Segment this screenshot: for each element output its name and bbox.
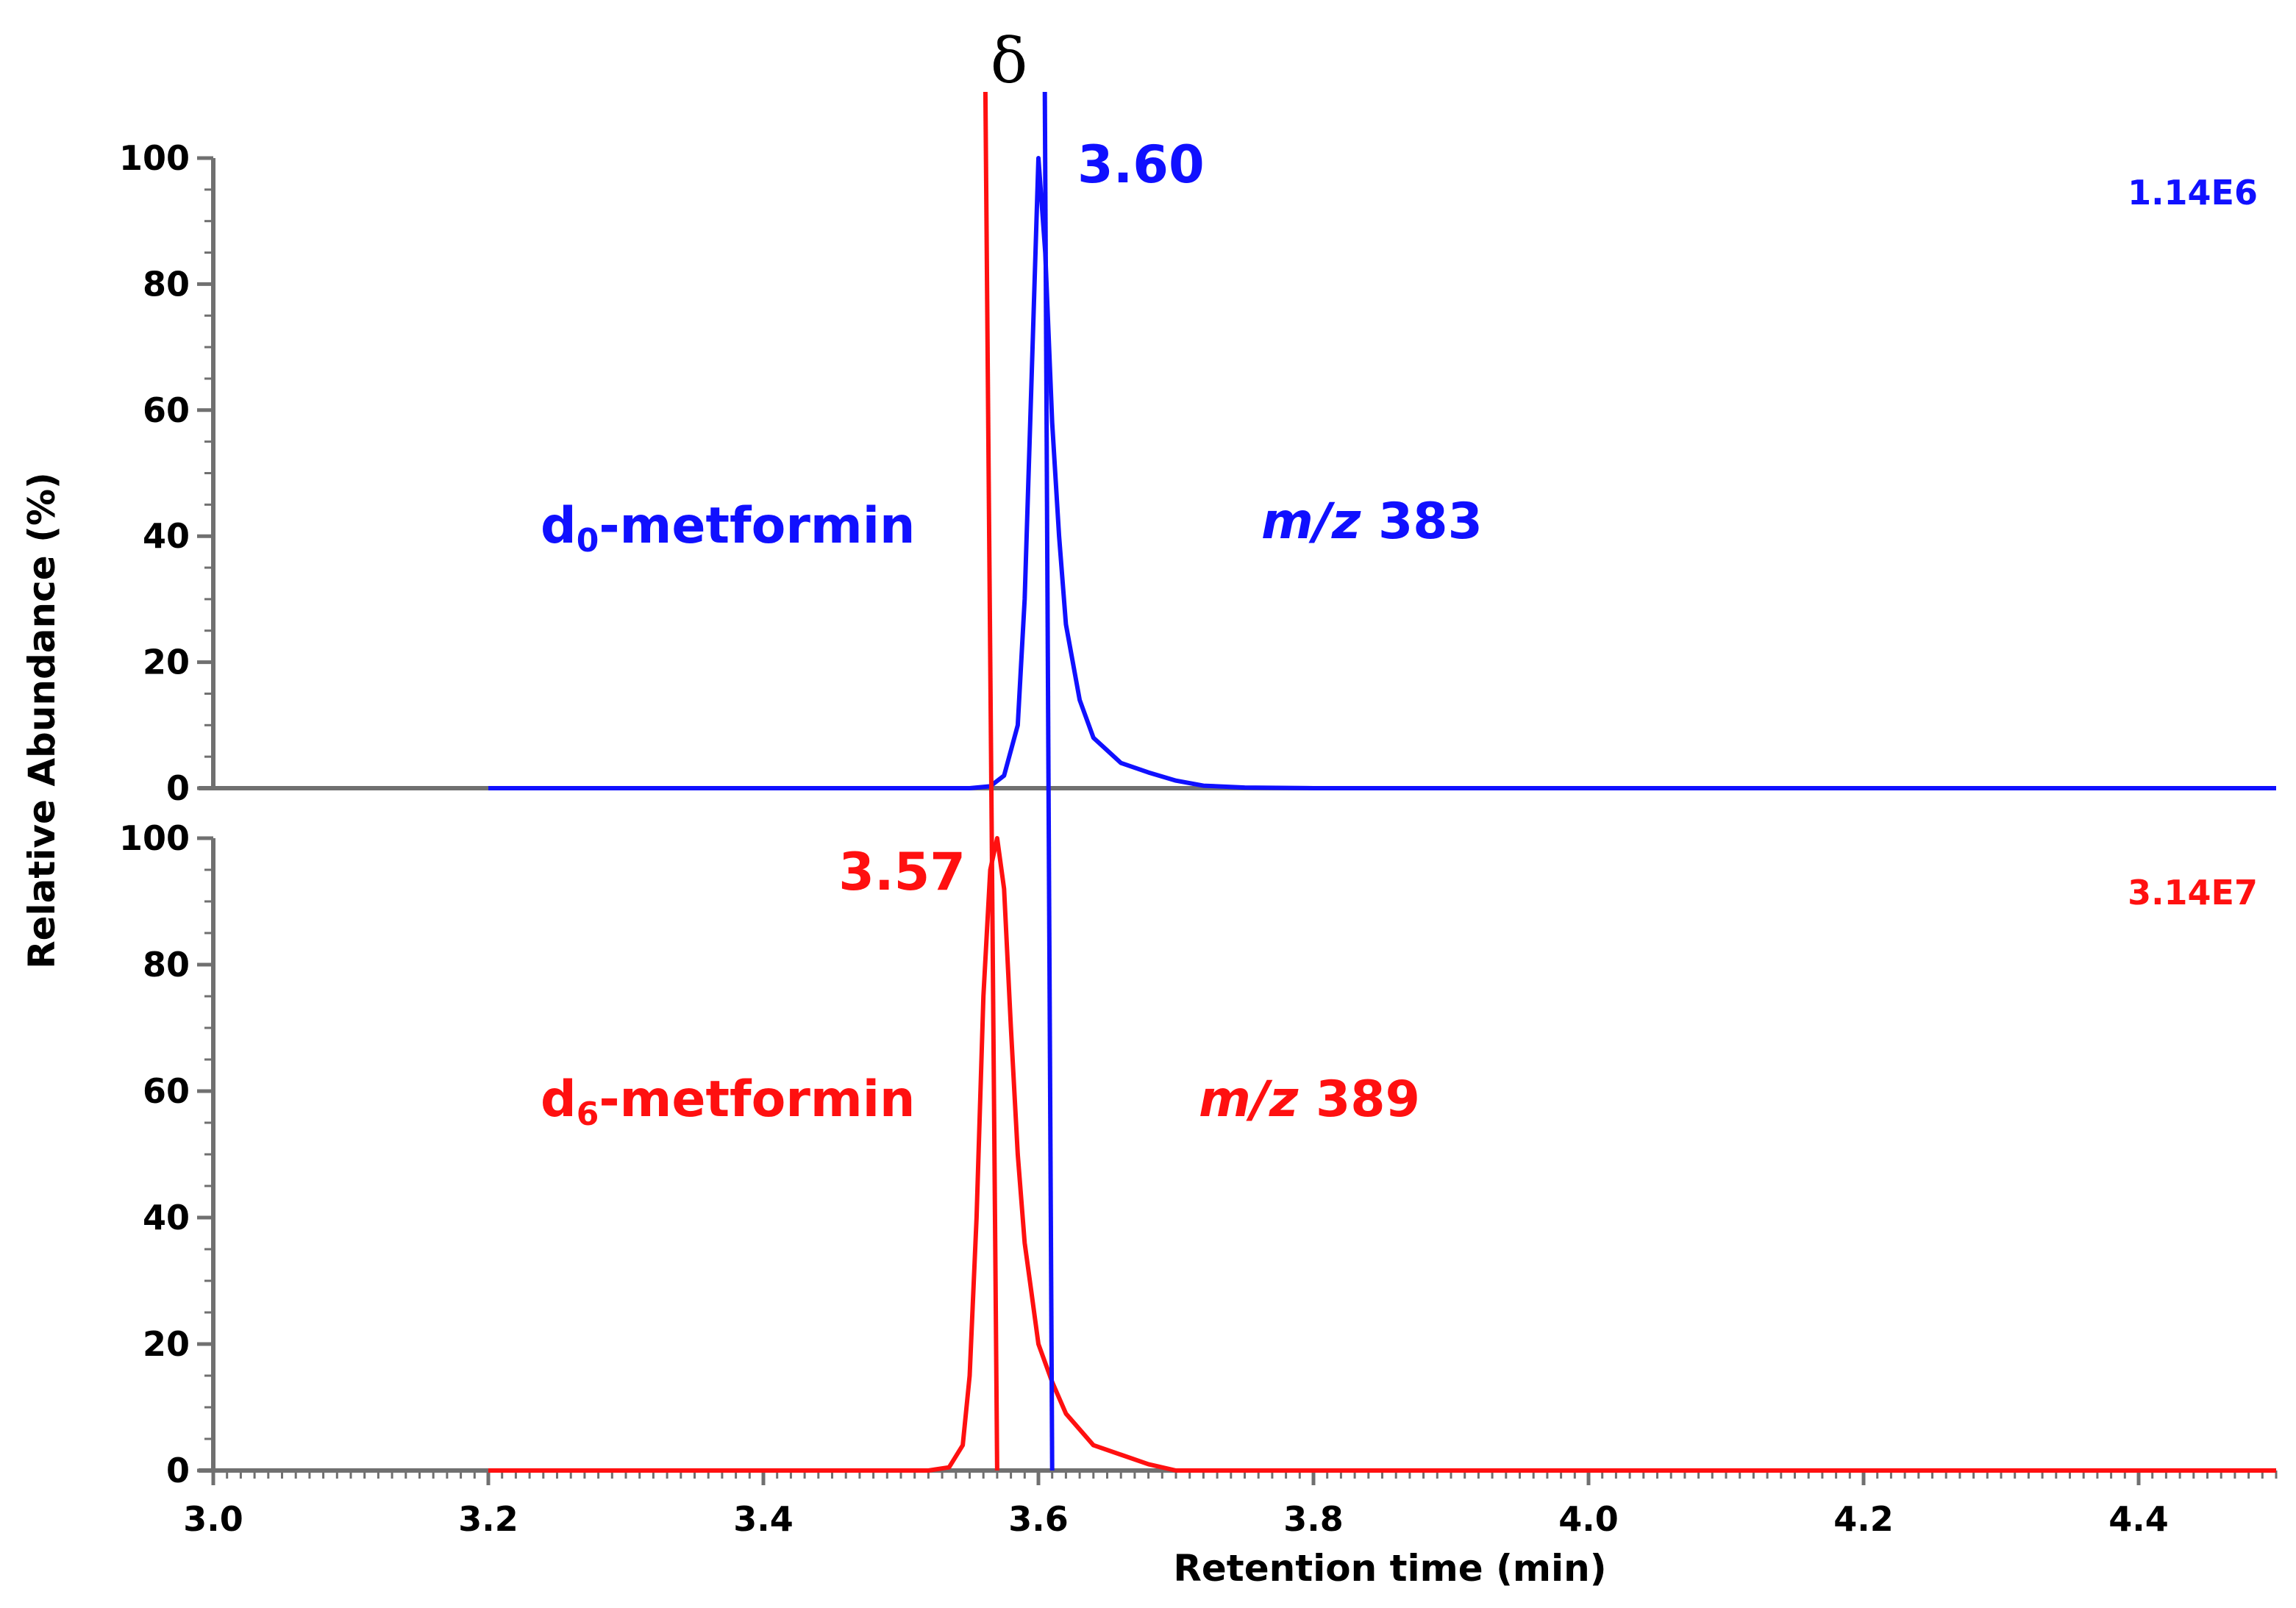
bottom-y-tick-label: 100: [119, 818, 190, 858]
top-y-tick-label: 80: [143, 264, 190, 304]
x-axis-title: Retention time (min): [1173, 1547, 1606, 1590]
bottom-peak-label: 3.57: [838, 842, 966, 902]
traces: [488, 156, 2276, 1473]
x-tick-label: 3.4: [733, 1499, 794, 1539]
top-compound-prefix: d: [541, 497, 577, 555]
y-axis-title: Relative Abundance (%): [21, 472, 63, 969]
x-tick-label: 4.4: [2108, 1499, 2169, 1539]
x-tick-label: 3.2: [458, 1499, 518, 1539]
top-y-tick-label: 100: [119, 138, 190, 178]
top-mz-label: m/z 383: [1261, 493, 1483, 551]
bottom-compound-suffix: -metformin: [599, 1071, 915, 1129]
bottom-y-tick-label: 0: [166, 1451, 190, 1490]
top-y-tick-label: 60: [143, 390, 190, 430]
top-mz-value: 383: [1378, 493, 1483, 551]
top-y-tick-label: 20: [143, 643, 190, 682]
x-tick-label: 3.6: [1008, 1499, 1069, 1539]
bottom-intensity-label: 3.14E7: [2128, 873, 2258, 912]
bottom-y-tick-label: 40: [143, 1198, 190, 1237]
top-rt-marker-line: [1042, 91, 1055, 1471]
bottom-y-tick-label: 60: [143, 1071, 190, 1111]
top-compound-subscript: 0: [577, 522, 599, 560]
bottom-compound-prefix: d: [541, 1071, 577, 1129]
top-compound-label: d0-metformin: [541, 497, 915, 560]
top-peak-label: 3.60: [1077, 135, 1205, 195]
bottom-mz-label: m/z 389: [1199, 1071, 1420, 1129]
bottom-y-tick-label: 20: [143, 1324, 190, 1364]
top-y-tick-label: 0: [166, 768, 190, 808]
bottom-compound-subscript: 6: [577, 1096, 599, 1133]
top-mz-italic: m/z: [1261, 493, 1361, 551]
bottom-rt-marker-line: [983, 91, 999, 1471]
x-tick-label: 4.0: [1558, 1499, 1619, 1539]
top-compound-suffix: -metformin: [599, 497, 915, 555]
top-y-tick-label: 40: [143, 516, 190, 556]
rt-markers: [983, 91, 1055, 1471]
x-tick-label: 3.8: [1283, 1499, 1344, 1539]
bottom-compound-label: d6-metformin: [541, 1071, 915, 1133]
top-chromatogram-trace: [488, 156, 2276, 790]
bottom-chromatogram-trace: [488, 836, 2276, 1473]
bottom-y-tick-label: 80: [143, 945, 190, 985]
x-tick-label: 3.0: [183, 1499, 243, 1539]
bottom-mz-italic: m/z: [1199, 1071, 1299, 1129]
top-intensity-label: 1.14E6: [2128, 173, 2258, 212]
x-tick-label: 4.2: [1833, 1499, 1894, 1539]
bottom-mz-value: 389: [1316, 1071, 1420, 1129]
delta-symbol: δ: [991, 25, 1028, 97]
